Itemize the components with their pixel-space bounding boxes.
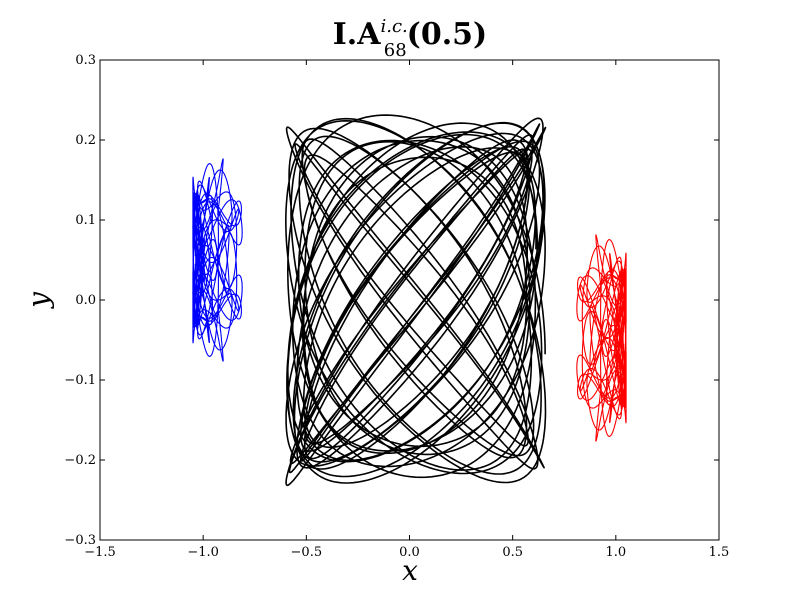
x-tick-label: 0.0 bbox=[399, 545, 420, 560]
x-tick-label: 0.5 bbox=[502, 545, 523, 560]
central-orbit-line bbox=[285, 114, 547, 487]
title-superscript: i.c. bbox=[380, 16, 407, 37]
y-tick-label: 0.1 bbox=[75, 213, 96, 228]
right-upper-orbit-line bbox=[576, 234, 627, 372]
x-tick-label: 1.0 bbox=[605, 545, 626, 560]
y-tick-label: 0.2 bbox=[75, 133, 96, 148]
x-tick-label: −1.0 bbox=[187, 545, 219, 560]
title-suffix: (0.5) bbox=[407, 17, 488, 52]
y-tick-label: 0.0 bbox=[75, 293, 96, 308]
y-tick-label: 0.3 bbox=[75, 53, 96, 68]
x-axis-label: x bbox=[402, 554, 418, 587]
y-axis-label: y bbox=[22, 291, 55, 310]
x-tick-label: 1.5 bbox=[709, 545, 730, 560]
chart-title: I.Ai.c. 68(0.5) bbox=[333, 16, 488, 61]
y-tick-label: −0.1 bbox=[64, 373, 96, 388]
x-tick-label: −0.5 bbox=[291, 545, 323, 560]
x-tick-label: −1.5 bbox=[84, 545, 116, 560]
right-lower-orbit-line bbox=[576, 304, 627, 442]
y-tick-label: −0.3 bbox=[64, 533, 96, 548]
series-layer bbox=[192, 114, 627, 487]
tick-layer: −1.5 −1.0 −0.5 0.0 0.5 1.0 1.5 −0.3 −0.2 −0.1 0.0 0… bbox=[64, 53, 729, 560]
left-lower-orbit-line bbox=[192, 224, 243, 362]
title-subscript: 68 bbox=[384, 40, 407, 61]
y-tick-label: −0.2 bbox=[64, 453, 96, 468]
title-main: I.A bbox=[333, 17, 381, 52]
